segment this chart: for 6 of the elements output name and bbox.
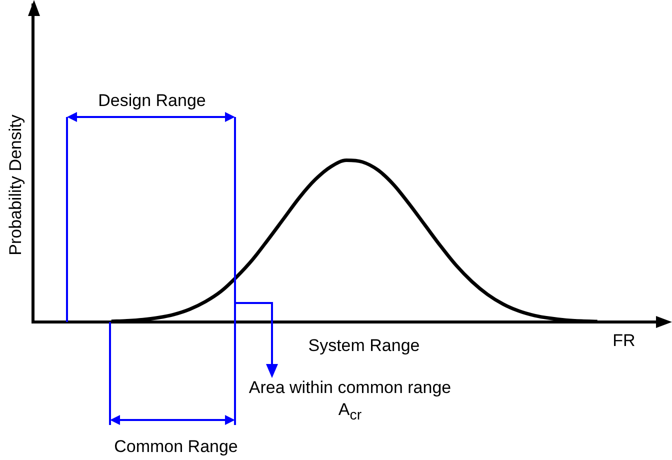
y-axis-title: Probability Density [5,114,26,258]
x-axis-title: FR [612,330,636,352]
text: Design Range [97,90,207,112]
text: Area within common range A$_{cr}$ [248,377,452,426]
text: Common Range [113,436,239,458]
text: System Range [307,335,421,357]
